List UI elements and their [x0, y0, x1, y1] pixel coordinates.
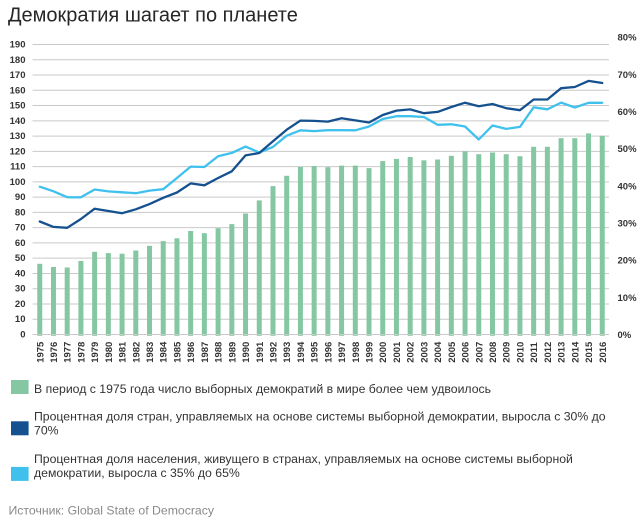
- svg-text:160: 160: [10, 85, 26, 96]
- svg-text:Демократия шагает по планете: Демократия шагает по планете: [8, 5, 298, 27]
- svg-text:Источник: Global State of Demo: Источник: Global State of Democracy: [9, 504, 215, 518]
- svg-text:2012: 2012: [543, 342, 554, 363]
- svg-text:1993: 1993: [282, 342, 293, 363]
- svg-text:Процентная доля стран, управля: Процентная доля стран, управляемых на ос…: [34, 410, 606, 424]
- svg-text:50: 50: [15, 253, 26, 264]
- svg-text:60%: 60%: [618, 107, 638, 118]
- svg-text:2006: 2006: [461, 342, 472, 363]
- svg-text:2001: 2001: [392, 341, 403, 363]
- svg-text:0%: 0%: [618, 330, 632, 341]
- svg-text:2004: 2004: [433, 341, 444, 363]
- svg-text:40%: 40%: [618, 181, 638, 192]
- svg-text:70%: 70%: [618, 70, 638, 81]
- svg-text:70%: 70%: [34, 424, 59, 438]
- svg-text:1978: 1978: [76, 342, 87, 363]
- svg-text:2009: 2009: [502, 342, 513, 363]
- svg-text:1990: 1990: [241, 342, 252, 363]
- svg-text:140: 140: [10, 116, 26, 127]
- svg-text:180: 180: [10, 55, 26, 66]
- svg-text:2016: 2016: [598, 342, 609, 363]
- svg-text:1998: 1998: [351, 342, 362, 363]
- svg-text:10: 10: [15, 314, 26, 325]
- svg-text:1984: 1984: [159, 341, 170, 363]
- svg-text:1988: 1988: [214, 342, 225, 363]
- svg-text:1976: 1976: [49, 342, 60, 363]
- svg-text:1989: 1989: [227, 342, 238, 363]
- svg-text:1999: 1999: [365, 342, 376, 363]
- svg-text:1997: 1997: [337, 342, 348, 363]
- svg-text:2014: 2014: [570, 341, 581, 363]
- svg-text:50%: 50%: [618, 144, 638, 155]
- svg-text:1983: 1983: [145, 342, 156, 363]
- svg-text:1975: 1975: [35, 341, 46, 363]
- svg-text:2005: 2005: [447, 341, 458, 363]
- svg-text:120: 120: [10, 146, 26, 157]
- svg-text:1994: 1994: [296, 341, 307, 363]
- svg-text:2015: 2015: [584, 341, 595, 363]
- svg-text:1980: 1980: [104, 342, 115, 363]
- svg-text:30: 30: [15, 284, 26, 295]
- svg-text:2007: 2007: [474, 342, 485, 363]
- svg-text:1979: 1979: [90, 342, 101, 363]
- svg-text:0: 0: [20, 330, 25, 341]
- svg-text:90: 90: [15, 192, 26, 203]
- svg-text:2003: 2003: [419, 342, 430, 363]
- svg-text:2008: 2008: [488, 342, 499, 363]
- svg-text:2000: 2000: [378, 342, 389, 363]
- svg-text:1992: 1992: [268, 342, 279, 363]
- svg-text:В период с 1975 года число выб: В период с 1975 года число выборных демо…: [34, 382, 491, 396]
- svg-text:1982: 1982: [131, 342, 142, 363]
- svg-text:130: 130: [10, 131, 26, 142]
- svg-text:Процентная доля населения, жив: Процентная доля населения, живущего в ст…: [34, 452, 573, 466]
- svg-text:30%: 30%: [618, 219, 638, 230]
- svg-text:1977: 1977: [63, 342, 74, 363]
- svg-text:1986: 1986: [186, 342, 197, 363]
- svg-text:100: 100: [10, 177, 26, 188]
- svg-text:2011: 2011: [529, 341, 540, 362]
- svg-text:80%: 80%: [618, 33, 638, 44]
- svg-text:110: 110: [10, 162, 25, 173]
- svg-text:2002: 2002: [406, 342, 417, 363]
- svg-text:1991: 1991: [255, 341, 266, 363]
- svg-text:20%: 20%: [618, 256, 638, 267]
- svg-text:1996: 1996: [323, 342, 334, 363]
- svg-text:1985: 1985: [172, 341, 183, 363]
- svg-text:2010: 2010: [515, 342, 526, 363]
- svg-text:1995: 1995: [310, 341, 321, 363]
- svg-text:70: 70: [15, 223, 26, 234]
- svg-text:20: 20: [15, 299, 26, 310]
- svg-text:1987: 1987: [200, 342, 211, 363]
- svg-text:2013: 2013: [557, 342, 568, 363]
- svg-text:190: 190: [10, 40, 26, 51]
- svg-text:170: 170: [10, 70, 26, 81]
- svg-text:60: 60: [15, 238, 26, 249]
- svg-text:150: 150: [10, 101, 26, 112]
- svg-text:демократии, выросла с 35% до 6: демократии, выросла с 35% до 65%: [34, 466, 240, 480]
- svg-text:80: 80: [15, 207, 26, 218]
- svg-text:40: 40: [15, 268, 26, 279]
- svg-text:1981: 1981: [118, 341, 129, 363]
- svg-text:10%: 10%: [618, 293, 638, 304]
